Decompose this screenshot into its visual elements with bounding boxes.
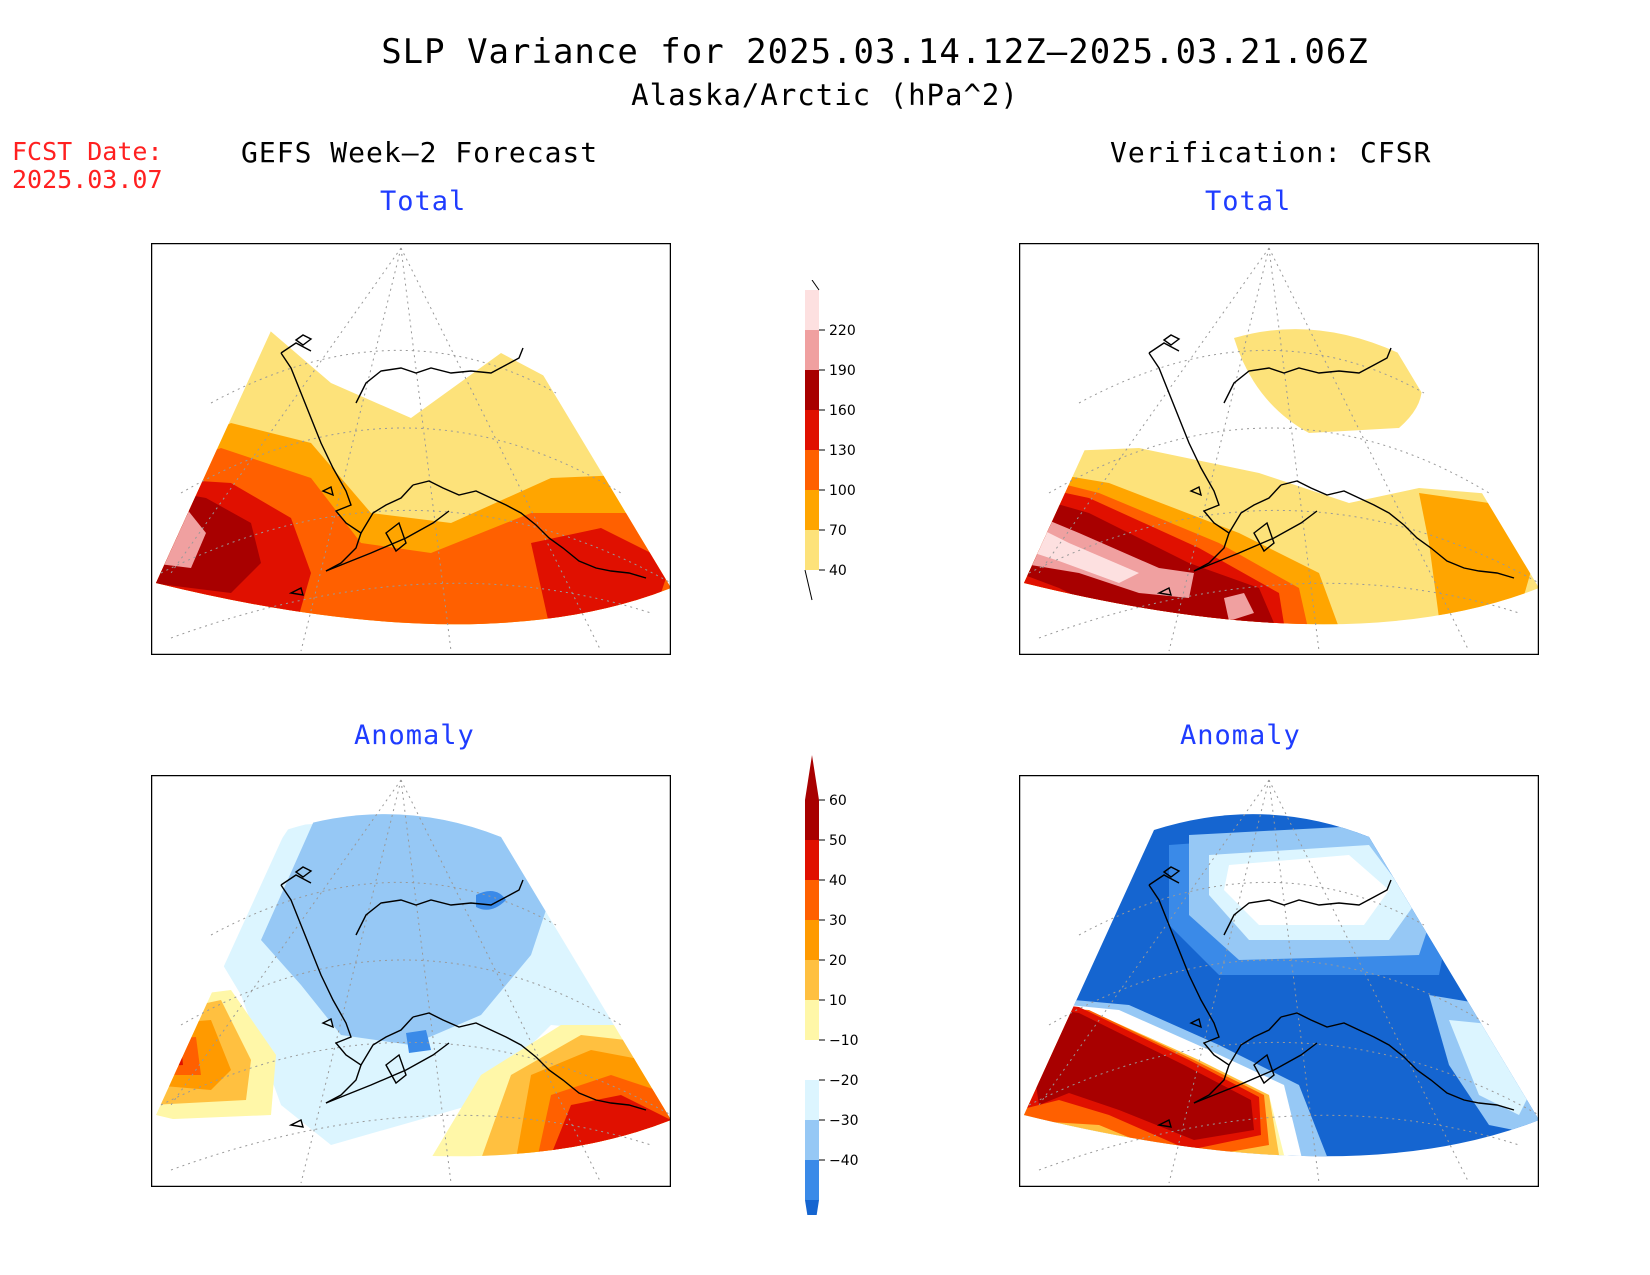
forecast-date-label: FCST Date:: [12, 137, 163, 166]
colorbar-swatch: [805, 490, 819, 530]
colorbar-label: 160: [829, 403, 856, 419]
forecast-total-map: [151, 243, 671, 655]
forecast-date-value: 2025.03.07: [12, 165, 163, 194]
colorbar-label: −10: [829, 1033, 859, 1049]
forecast-date: FCST Date: 2025.03.07: [12, 138, 163, 194]
colorbar-label: 40: [829, 563, 847, 579]
colorbar-label: −40: [829, 1153, 859, 1169]
anomaly-colorbar: 60 50 40 30 20 10 −10 −20 −30 −40: [805, 755, 859, 1215]
colorbar-swatch: [805, 1080, 819, 1120]
colorbar-label: 130: [829, 443, 856, 459]
colorbar-swatch: [805, 880, 819, 920]
forecast-total-title: Total: [380, 186, 467, 217]
verification-anomaly-map: [1019, 775, 1539, 1187]
colorbar-swatch: [805, 1160, 819, 1200]
verification-anomaly-title: Anomaly: [1180, 720, 1301, 751]
colorbar-swatch: [805, 840, 819, 880]
colorbar-label: 20: [829, 953, 847, 969]
total-colorbar: 40 70 100 130 160 190 220: [804, 280, 856, 601]
colorbar-tail: [804, 569, 813, 601]
colorbar-swatch: [805, 290, 819, 330]
colorbar-swatch: [805, 450, 819, 490]
colorbar-label: 30: [829, 913, 847, 929]
main-title: SLP Variance for 2025.03.14.12Z–2025.03.…: [381, 32, 1369, 72]
colorbar-swatch: [805, 960, 819, 1000]
colorbar-swatch: [805, 530, 819, 570]
colorbar-label: 60: [829, 793, 847, 809]
colorbar-swatch: [805, 1000, 819, 1040]
colorbar-label: −30: [829, 1113, 859, 1129]
main-subtitle: Alaska/Arctic (hPa^2): [631, 78, 1019, 112]
colorbar-top: [811, 280, 820, 291]
colorbar-label: −20: [829, 1073, 859, 1089]
colorbar-swatch: [805, 1040, 819, 1080]
colorbar-label: 50: [829, 833, 847, 849]
colorbar-swatch: [805, 1120, 819, 1160]
verification-total-map: [1019, 243, 1539, 655]
verification-total-title: Total: [1205, 186, 1292, 217]
verification-header: Verification: CFSR: [1110, 136, 1432, 169]
colorbar-swatch: [805, 920, 819, 960]
colorbar-bottom-arrow: [805, 1200, 819, 1215]
colorbar-label: 40: [829, 873, 847, 889]
forecast-anomaly-title: Anomaly: [354, 720, 475, 751]
colorbar-label: 190: [829, 363, 856, 379]
forecast-header: GEFS Week–2 Forecast: [241, 136, 599, 169]
forecast-anomaly-map: [151, 775, 671, 1187]
colorbar-label: 70: [829, 523, 847, 539]
colorbar-swatch: [805, 410, 819, 450]
colorbar-label: 10: [829, 993, 847, 1009]
colorbar-top-arrow: [805, 755, 819, 800]
colorbar-label: 220: [829, 323, 856, 339]
colorbar-swatch: [805, 330, 819, 370]
colorbar-swatch: [805, 800, 819, 840]
colorbar-label: 100: [829, 483, 856, 499]
colorbar-swatch: [805, 370, 819, 410]
